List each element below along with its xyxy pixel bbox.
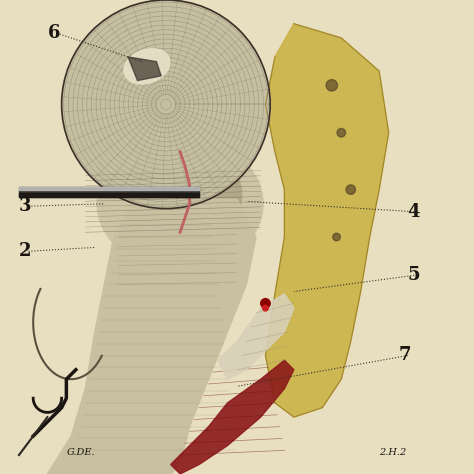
Circle shape: [263, 305, 268, 311]
Circle shape: [333, 233, 340, 241]
Circle shape: [326, 80, 337, 91]
Text: 4: 4: [408, 203, 420, 221]
Text: 5: 5: [408, 266, 420, 284]
Text: 7: 7: [398, 346, 410, 365]
Text: 2.H.2: 2.H.2: [379, 448, 406, 457]
Text: 3: 3: [19, 197, 31, 215]
Polygon shape: [218, 294, 294, 379]
Ellipse shape: [137, 152, 242, 237]
Text: 6: 6: [47, 24, 60, 42]
Polygon shape: [128, 57, 161, 81]
Circle shape: [337, 128, 346, 137]
Text: 2: 2: [19, 242, 31, 260]
Circle shape: [346, 185, 356, 194]
Circle shape: [62, 0, 270, 209]
Polygon shape: [265, 24, 389, 417]
Circle shape: [261, 299, 270, 308]
Polygon shape: [47, 199, 256, 474]
Polygon shape: [171, 360, 294, 474]
Ellipse shape: [124, 49, 170, 84]
Ellipse shape: [97, 137, 263, 270]
Text: G.DE.: G.DE.: [66, 448, 95, 457]
